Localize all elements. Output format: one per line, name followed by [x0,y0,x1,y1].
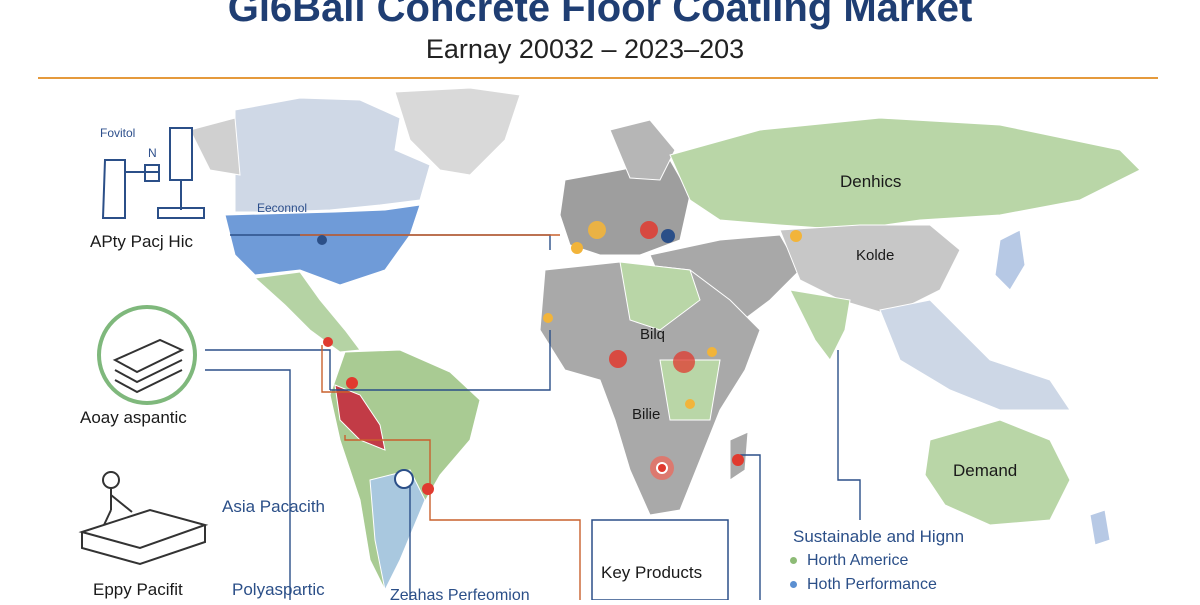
middle-caption: Aoay aspantic [80,408,187,427]
japan-region [994,229,1026,291]
key-products-label: Key Products [601,563,703,582]
africa-tag-2: Bilie [632,406,661,423]
top-caption: APty Pacj Hic [90,232,193,251]
page-subtitle: Earnay 20032 – 2023–203 [425,34,745,64]
title-divider [38,77,1158,79]
asia-pacific-label: Asia Pacacith [222,497,325,516]
layers-icon [112,338,185,394]
orange-connector-lines [300,234,581,600]
legend-title: Sustainable and Hignn [793,527,965,546]
new-zealand-region [1089,509,1111,546]
sahel-region [619,261,701,331]
machine-icon [101,127,205,219]
layers-icon-ring [97,305,197,405]
mexico-region [253,271,361,353]
canada-region [234,97,431,213]
india-region [789,289,851,361]
russia-label: Denhics [840,172,902,191]
legend-dot-green [790,557,797,565]
alaska-region [189,117,241,176]
zealus-label: Zeahas Perfeomion [390,587,530,604]
australia-region [924,419,1071,526]
hotspot-markers [317,221,802,495]
worker-icon [78,471,209,566]
usa-region [224,204,421,286]
legend-item-performance: Hoth Performance [790,576,937,594]
legend-item-north-america: Horth Americe [790,552,908,570]
australia-label: Demand [953,461,1018,480]
southeast-asia-region [879,299,1071,411]
peru-region [334,384,386,451]
china-region [779,224,961,316]
east-africa-region [659,359,721,421]
legend-dot-blue [790,581,797,589]
key-products-box [591,519,729,600]
greenland-region [394,87,521,176]
argentina-region [369,469,426,592]
machine-label-1: Fovitol [100,126,136,140]
north-america-tag: Eeconnol [257,201,308,215]
scandinavia-region [609,119,676,181]
china-label: Kolde [856,247,895,264]
africa-tag-1: Bilq [640,326,666,343]
africa-region [539,261,761,516]
polyaspartic-label: Polyaspartic [232,580,325,599]
russia-region [669,117,1141,231]
page-title: Gl6Bali Concrete Floor Coatling Market [227,0,973,30]
bottom-caption: Eppy Pacifit [93,580,183,599]
machine-label-2: N [148,146,157,160]
